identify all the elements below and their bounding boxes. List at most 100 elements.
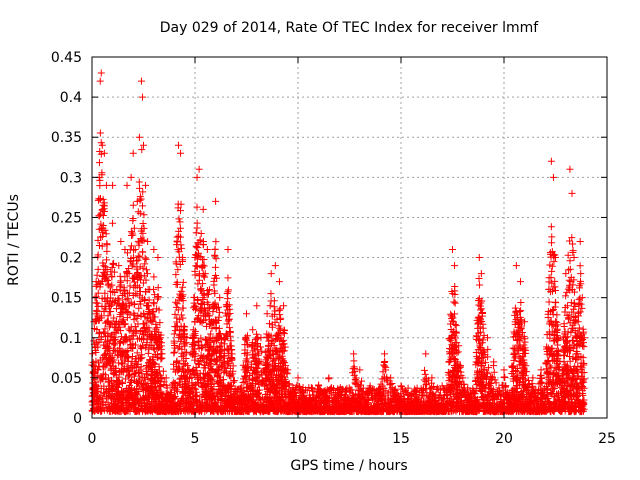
data-points	[88, 69, 588, 416]
roti-point-cloud	[119, 301, 127, 309]
roti-point-cloud	[141, 374, 149, 382]
roti-point-cloud	[103, 256, 111, 264]
roti-point-cloud	[140, 236, 148, 244]
roti-point-cloud	[96, 329, 104, 337]
roti-point-cloud	[104, 277, 112, 285]
roti-point-cloud	[142, 319, 150, 327]
roti-point-cloud	[150, 273, 158, 281]
roti-point-cloud	[138, 146, 146, 154]
roti-point-cloud	[143, 266, 151, 274]
roti-point-cloud	[131, 300, 139, 308]
roti-point-cloud	[116, 339, 124, 347]
roti-point-cloud	[135, 368, 143, 376]
roti-point-cloud	[96, 129, 104, 137]
roti-point-cloud	[133, 349, 141, 357]
roti-point-cloud	[98, 242, 106, 250]
roti-point-cloud	[132, 364, 140, 372]
roti-point-cloud	[136, 209, 144, 217]
roti-point-cloud	[132, 341, 140, 349]
roti-point-cloud	[141, 254, 149, 262]
roti-point-cloud	[157, 355, 165, 363]
roti-point-cloud	[102, 350, 110, 358]
roti-point-cloud	[102, 338, 110, 346]
roti-point-cloud	[137, 345, 145, 353]
roti-point-cloud	[109, 219, 117, 227]
roti-point-cloud	[92, 348, 100, 356]
roti-point-cloud	[108, 264, 116, 272]
roti-point-cloud	[99, 211, 107, 219]
roti-point-cloud	[118, 379, 126, 387]
roti-point-cloud	[142, 344, 150, 352]
roti-point-cloud	[149, 317, 157, 325]
roti-point-cloud	[123, 277, 131, 285]
roti-point-cloud	[149, 308, 157, 316]
roti-point-cloud	[125, 302, 133, 310]
roti-point-cloud	[150, 300, 158, 308]
roti-point-cloud	[152, 320, 160, 328]
roti-point-cloud	[98, 314, 106, 322]
roti-point-cloud	[117, 281, 125, 289]
roti-point-cloud	[136, 253, 144, 261]
roti-point-cloud	[90, 361, 98, 369]
roti-point-cloud	[126, 311, 134, 319]
roti-point-cloud	[121, 320, 129, 328]
roti-point-cloud	[140, 211, 148, 219]
roti-point-cloud	[149, 359, 157, 367]
roti-point-cloud	[103, 241, 111, 249]
roti-point-cloud	[100, 328, 108, 336]
roti-point-cloud	[97, 150, 105, 158]
roti-point-cloud	[139, 229, 147, 237]
roti-point-cloud	[138, 354, 146, 362]
roti-point-cloud	[108, 273, 116, 281]
roti-point-cloud	[130, 224, 138, 232]
roti-point-cloud	[160, 378, 168, 386]
roti-point-cloud	[163, 384, 171, 392]
roti-point-cloud	[135, 178, 143, 186]
chart-title: Day 029 of 2014, Rate Of TEC Index for r…	[160, 20, 540, 36]
roti-point-cloud	[171, 310, 179, 318]
roti-point-cloud	[92, 293, 100, 301]
roti-point-cloud	[98, 233, 106, 241]
roti-point-cloud	[103, 271, 111, 279]
roti-point-cloud	[94, 251, 102, 259]
roti-point-cloud	[135, 304, 143, 312]
roti-point-cloud	[117, 309, 125, 317]
roti-point-cloud	[137, 355, 145, 363]
roti-point-cloud	[101, 226, 109, 234]
roti-point-cloud	[142, 255, 150, 263]
roti-point-cloud	[157, 331, 165, 339]
roti-point-cloud	[153, 323, 161, 331]
roti-point-cloud	[144, 349, 152, 357]
roti-point-cloud	[125, 354, 133, 362]
roti-point-cloud	[93, 271, 101, 279]
roti-point-cloud	[105, 340, 113, 348]
roti-point-cloud	[107, 307, 115, 315]
roti-point-cloud	[130, 246, 138, 254]
roti-point-cloud	[132, 326, 140, 334]
roti-point-cloud	[108, 281, 116, 289]
roti-point-cloud	[134, 312, 142, 320]
roti-point-cloud	[125, 289, 133, 297]
roti-point-cloud	[114, 377, 122, 385]
roti-point-cloud	[158, 339, 166, 347]
roti-point-cloud	[155, 306, 163, 314]
roti-point-cloud	[101, 325, 109, 333]
roti-point-cloud	[94, 343, 102, 351]
roti-point-cloud	[168, 399, 176, 407]
roti-point-cloud	[135, 284, 143, 292]
roti-point-cloud	[129, 231, 137, 239]
roti-point-cloud	[124, 295, 132, 303]
roti-point-cloud	[149, 299, 157, 307]
roti-point-cloud	[106, 321, 114, 329]
roti-point-cloud	[154, 293, 162, 301]
roti-point-cloud	[136, 263, 144, 271]
roti-point-cloud	[119, 316, 127, 324]
roti-point-cloud	[127, 242, 135, 250]
roti-point-cloud	[171, 327, 179, 335]
roti-point-cloud	[101, 289, 109, 297]
roti-point-cloud	[97, 233, 105, 241]
roti-point-cloud	[96, 210, 104, 218]
roti-point-cloud	[156, 389, 164, 397]
roti-point-cloud	[159, 367, 167, 375]
